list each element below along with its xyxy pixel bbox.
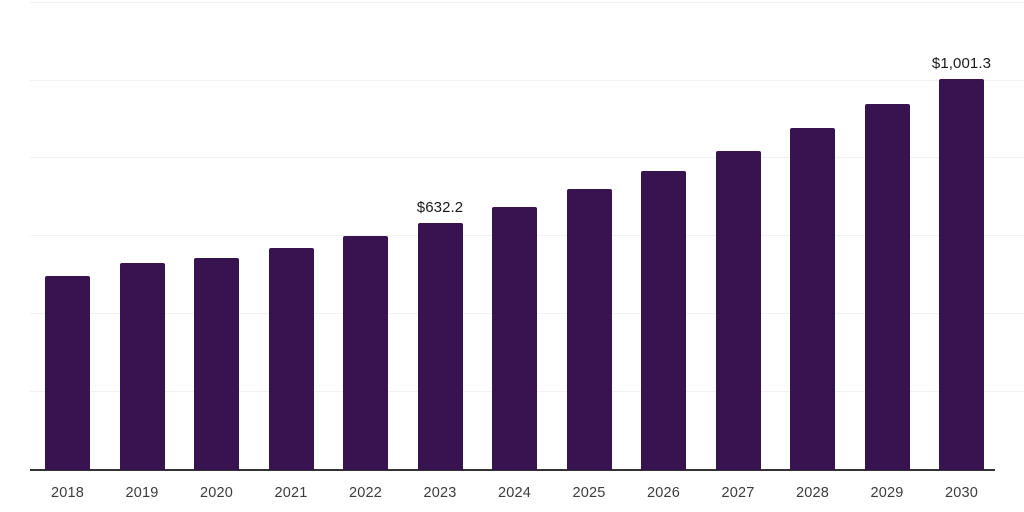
x-axis-line [30, 469, 995, 471]
value-label-2030: $1,001.3 [931, 55, 992, 72]
gridline [30, 157, 1024, 158]
bar-2021[interactable] [268, 247, 314, 470]
bar-2026[interactable] [641, 171, 686, 470]
x-tick-2022: 2022 [348, 485, 383, 501]
bar-2024[interactable] [492, 207, 537, 470]
x-tick-2019: 2019 [125, 485, 159, 501]
x-tick-2030: 2030 [944, 485, 979, 501]
bar-2027[interactable] [715, 151, 761, 470]
gridline [30, 80, 1024, 81]
x-tick-2028: 2028 [795, 485, 830, 501]
x-tick-2026: 2026 [646, 485, 681, 501]
x-tick-2018: 2018 [50, 485, 85, 501]
x-tick-2027: 2027 [721, 485, 755, 501]
bar-2025[interactable] [566, 189, 612, 470]
x-tick-2020: 2020 [199, 485, 234, 501]
x-tick-2029: 2029 [870, 485, 904, 501]
x-tick-2023: 2023 [423, 485, 457, 501]
bar-2028[interactable] [790, 128, 835, 470]
value-label-2023: $632.2 [416, 199, 464, 217]
bar-2029[interactable] [864, 104, 910, 470]
x-tick-2024: 2024 [497, 485, 532, 501]
bar-2023[interactable] [417, 223, 463, 470]
bar-2020[interactable] [194, 257, 239, 470]
gridline [30, 2, 1024, 3]
bar-2019[interactable] [119, 263, 165, 470]
x-tick-2021: 2021 [274, 485, 308, 501]
bar-2030[interactable] [939, 79, 984, 470]
bar-2018[interactable] [45, 276, 90, 470]
x-tick-2025: 2025 [572, 485, 606, 501]
bar-2022[interactable] [343, 235, 388, 470]
